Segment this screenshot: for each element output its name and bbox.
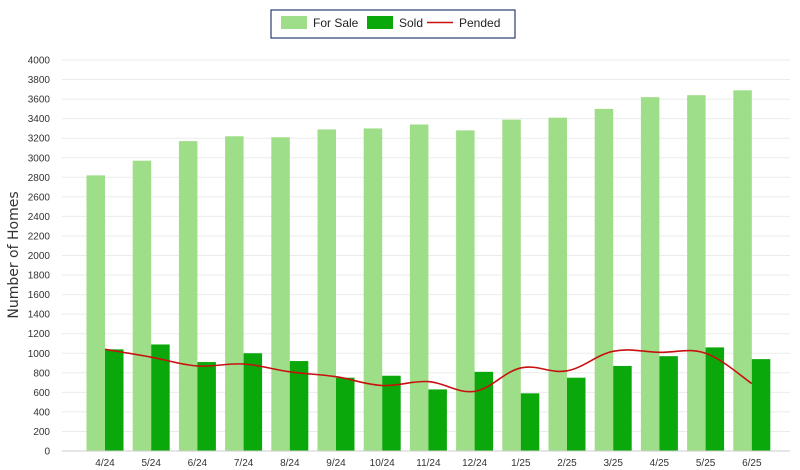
y-tick-label: 3600 — [28, 95, 51, 106]
bar-for-sale — [363, 128, 383, 452]
bar-for-sale — [178, 141, 198, 451]
y-tick-label: 3800 — [28, 75, 51, 86]
x-tick-label: 5/25 — [696, 458, 716, 469]
legend-swatch-for-sale — [281, 16, 307, 29]
y-tick-label: 3000 — [28, 153, 51, 164]
pended-line-layer — [104, 348, 753, 393]
y-tick-label: 2400 — [28, 212, 51, 223]
y-tick-label: 600 — [33, 388, 50, 399]
x-tick-label: 7/24 — [234, 458, 254, 469]
y-tick-label: 2200 — [28, 231, 51, 242]
x-tick-label: 12/24 — [462, 458, 487, 469]
bar-for-sale — [86, 175, 105, 451]
legend-label-sold: Sold — [399, 16, 423, 30]
bar-for-sale — [317, 129, 336, 451]
bar-for-sale — [640, 97, 660, 452]
y-tick-label: 200 — [33, 427, 50, 438]
bar-sold — [705, 347, 725, 451]
bar-for-sale — [132, 160, 152, 451]
bar-for-sale — [502, 119, 521, 451]
bar-sold — [659, 356, 678, 451]
bar-sold — [520, 393, 540, 451]
y-tick-label: 1200 — [28, 329, 51, 340]
x-tick-label: 10/24 — [370, 458, 395, 469]
bar-sold — [243, 353, 263, 451]
bars — [86, 90, 771, 452]
x-tick-label: 4/24 — [95, 458, 115, 469]
bar-sold — [751, 359, 771, 451]
bar-sold — [428, 389, 447, 451]
bar-for-sale — [271, 137, 290, 451]
x-tick-label: 11/24 — [416, 458, 441, 469]
bar-for-sale — [733, 90, 752, 452]
x-tick-label: 6/25 — [742, 458, 762, 469]
legend: For Sale Sold Pended — [270, 9, 516, 39]
y-tick-label: 3200 — [28, 134, 51, 145]
bar-sold — [474, 371, 494, 451]
x-tick-label: 9/24 — [326, 458, 346, 469]
x-tick-label: 3/25 — [603, 458, 623, 469]
y-tick-label: 2800 — [28, 173, 51, 184]
y-tick-label: 1400 — [28, 310, 51, 321]
y-tick-labels: 0 200 400 600 800 1000 1200 1400 1600 1800 2000 220… — [28, 56, 51, 458]
y-tick-label: 0 — [44, 447, 50, 458]
x-tick-label: 1/25 — [511, 458, 531, 469]
x-tick-label: 5/24 — [141, 458, 161, 469]
bar-sold — [197, 362, 216, 451]
bar-for-sale — [456, 130, 475, 451]
y-tick-label: 1800 — [28, 271, 51, 282]
bar-for-sale — [594, 108, 614, 451]
bar-for-sale — [687, 95, 706, 451]
bar-sold — [613, 365, 632, 451]
bar-for-sale — [409, 124, 429, 451]
x-tick-label: 2/25 — [557, 458, 577, 469]
bar-for-sale — [225, 136, 244, 451]
y-tick-label: 3400 — [28, 114, 51, 125]
y-tick-label: 1600 — [28, 290, 51, 301]
x-tick-label: 4/25 — [650, 458, 670, 469]
x-tick-labels: 4/24 5/24 6/24 7/24 8/24 9/24 10/24 11/24 12/24 1… — [95, 458, 762, 469]
bar-sold — [151, 344, 170, 451]
y-tick-label: 4000 — [28, 56, 51, 67]
pended-line — [104, 348, 753, 393]
y-tick-label: 800 — [33, 368, 50, 379]
y-axis-title: Number of Homes — [6, 191, 22, 318]
y-tick-label: 1000 — [28, 349, 51, 360]
bar-sold — [105, 349, 124, 451]
bar-for-sale — [548, 117, 567, 452]
bar-sold — [289, 361, 309, 451]
legend-label-pended: Pended — [459, 16, 500, 30]
y-tick-label: 400 — [33, 407, 50, 418]
bar-sold — [336, 377, 355, 451]
bar-sold — [567, 377, 586, 451]
x-tick-label: 6/24 — [188, 458, 208, 469]
x-tick-label: 8/24 — [280, 458, 300, 469]
legend-label-for-sale: For Sale — [313, 16, 359, 30]
legend-swatch-sold — [367, 16, 393, 29]
y-tick-label: 2600 — [28, 192, 51, 203]
bar-sold — [382, 375, 401, 451]
y-tick-label: 2000 — [28, 251, 51, 262]
